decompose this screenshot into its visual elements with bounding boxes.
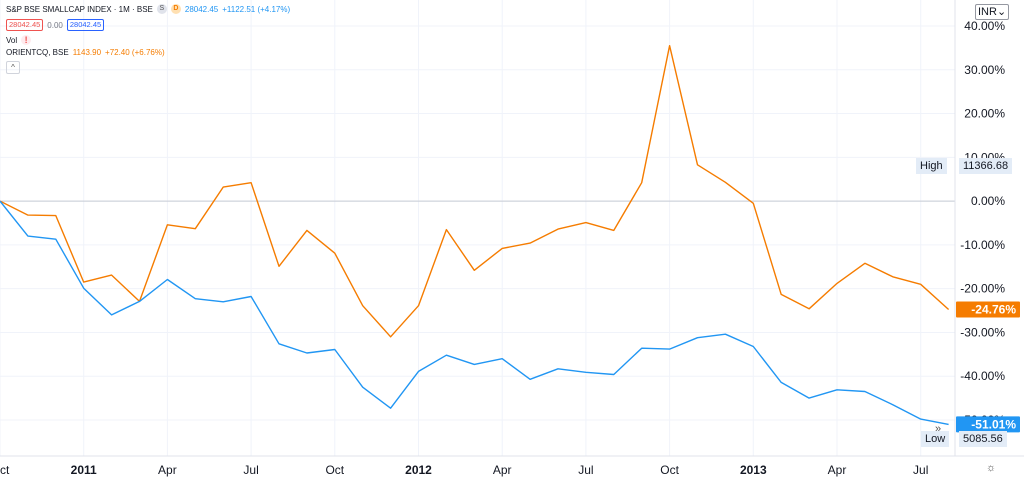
compare-value: 1143.90 — [72, 48, 102, 57]
high-value: 11366.68 — [959, 158, 1013, 174]
s-badge: S — [156, 4, 167, 14]
x-tick-label: 2013 — [740, 463, 767, 477]
y-tick-label: 20.00% — [964, 107, 1005, 121]
grid — [0, 0, 955, 456]
price-scale: 40.00%30.00%20.00%10.00%0.00%-10.00%-20.… — [960, 19, 1005, 427]
time-scale: ct 2011 Apr Jul Oct 2012 Apr Jul Oct 2013 Apr Jul — [0, 463, 928, 477]
legend-main[interactable]: S&P BSE SMALLCAP INDEX · 1M · BSE S D 28… — [6, 4, 290, 14]
x-tick-label: Apr — [493, 463, 512, 477]
x-tick-label: 2011 — [71, 463, 97, 477]
legend-compare[interactable]: ORIENTCQ, BSE 1143.90 +72.40 (+6.76%) — [6, 48, 165, 57]
gear-icon: ☼ — [986, 462, 997, 474]
x-tick-label: Jul — [913, 463, 928, 477]
ask-box[interactable]: 28042.45 — [66, 19, 105, 31]
scroll-to-realtime-button[interactable]: » — [935, 423, 941, 435]
volume-label: Vol — [6, 35, 18, 45]
chart-settings-button[interactable]: ☼ — [986, 462, 996, 474]
currency-selector[interactable]: INR⌄ — [975, 4, 1010, 20]
main-value: 28042.45 — [184, 4, 219, 14]
y-tick-label: 0.00% — [971, 194, 1005, 208]
series-line-smallcap — [0, 200, 949, 426]
double-chevron-right-icon: » — [935, 423, 942, 435]
x-tick-label: Oct — [325, 463, 344, 477]
low-value: 5085.56 — [959, 431, 1007, 447]
x-tick-label: ct — [0, 463, 10, 477]
compare-symbol-title[interactable]: ORIENTCQ, BSE — [6, 48, 69, 57]
main-change: +1122.51 (+4.17%) — [222, 4, 291, 14]
x-tick-label: Jul — [578, 463, 593, 477]
series-line-orientcq — [0, 45, 950, 338]
high-label: High — [916, 158, 947, 174]
collapse-legend-button[interactable]: ^ — [6, 61, 20, 74]
last-value-tag-label: -24.76% — [971, 303, 1016, 317]
x-tick-label: 2012 — [405, 463, 432, 477]
spread-value: 0.00 — [47, 20, 63, 30]
y-tick-label: -10.00% — [960, 238, 1005, 252]
main-symbol-title[interactable]: S&P BSE SMALLCAP INDEX · 1M · BSE — [6, 4, 153, 14]
last-value-tags: -24.76% -51.01% — [956, 301, 1020, 433]
last-value-tag-label: -51.01% — [971, 417, 1016, 431]
currency-label: INR — [978, 6, 997, 18]
last-value-tag-bg — [956, 301, 1020, 318]
series-layer — [0, 45, 950, 426]
bid-box[interactable]: 28042.45 — [6, 19, 44, 31]
x-tick-label: Oct — [660, 463, 679, 477]
chevron-up-icon: ^ — [11, 63, 15, 72]
chevron-down-icon: ⌄ — [996, 6, 1007, 18]
y-tick-label: -40.00% — [960, 369, 1005, 383]
low-label: Low — [921, 431, 950, 447]
legend-volume[interactable]: Vol ! — [6, 35, 32, 45]
y-tick-label: 40.00% — [964, 19, 1005, 33]
y-tick-label: -30.00% — [960, 325, 1005, 339]
y-tick-label: 30.00% — [964, 63, 1005, 77]
volume-warning-icon[interactable]: ! — [21, 35, 32, 45]
legend-quote-boxes: 28042.45 0.00 28042.45 — [6, 19, 105, 31]
y-tick-label: -20.00% — [960, 282, 1005, 296]
compare-change: +72.40 (+6.76%) — [105, 48, 165, 57]
x-tick-label: Apr — [828, 463, 847, 477]
x-tick-label: Apr — [158, 463, 177, 477]
d-badge: D — [170, 4, 181, 14]
x-tick-label: Jul — [243, 463, 258, 477]
last-value-tag-bg — [956, 416, 1020, 433]
